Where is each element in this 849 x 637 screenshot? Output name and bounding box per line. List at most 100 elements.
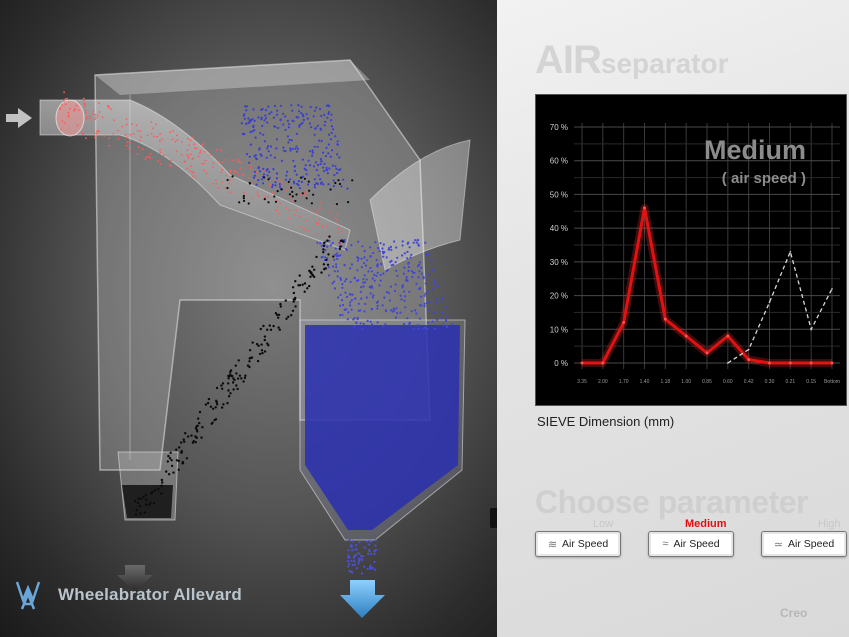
particle <box>219 149 222 152</box>
particle <box>342 240 345 243</box>
particle <box>392 307 395 310</box>
particle <box>343 263 346 267</box>
particle <box>267 150 270 153</box>
particle <box>339 243 342 246</box>
particle <box>417 327 420 330</box>
particle <box>351 179 354 182</box>
particle <box>265 169 268 172</box>
particle <box>360 257 363 260</box>
particle <box>272 116 275 119</box>
particle <box>388 299 391 302</box>
particle <box>409 256 412 259</box>
particle <box>365 278 368 281</box>
particle <box>260 116 263 119</box>
particle <box>251 182 253 185</box>
particle <box>243 117 246 120</box>
particle <box>366 319 369 322</box>
particle <box>389 285 392 288</box>
particle <box>357 562 360 565</box>
particle <box>328 235 331 238</box>
particle <box>390 309 393 312</box>
particle <box>290 104 293 107</box>
particle <box>287 217 290 219</box>
particle <box>428 302 431 305</box>
panel-divider-handle <box>490 508 498 528</box>
particle <box>180 154 183 156</box>
particle <box>370 540 373 543</box>
particle <box>125 123 128 126</box>
particle <box>150 133 153 135</box>
particle <box>330 125 334 128</box>
particle <box>379 279 382 282</box>
particle <box>259 132 262 135</box>
particle <box>329 244 332 247</box>
particle <box>91 113 94 115</box>
particle <box>360 557 363 560</box>
particle <box>334 253 337 256</box>
particle <box>373 560 376 564</box>
particle <box>229 369 233 372</box>
particle <box>251 341 254 344</box>
particle <box>349 304 352 307</box>
particle <box>278 183 281 186</box>
particle <box>198 410 202 414</box>
particle <box>61 120 64 122</box>
particle <box>262 133 265 136</box>
x-tick-label: 0.60 <box>723 379 733 385</box>
particle <box>184 432 187 435</box>
particle <box>418 317 422 320</box>
particle <box>332 179 335 182</box>
particle <box>293 182 296 185</box>
particle <box>229 179 232 181</box>
y-tick-label: 70 % <box>550 123 568 132</box>
particle <box>117 129 119 132</box>
particle <box>399 311 402 314</box>
particle <box>316 163 320 167</box>
particle <box>289 149 292 152</box>
particle <box>282 123 285 126</box>
particle <box>136 153 139 156</box>
particle <box>415 312 418 315</box>
particle <box>374 544 377 547</box>
particle <box>423 326 427 329</box>
particle <box>204 403 208 406</box>
particle <box>85 137 87 140</box>
particle <box>436 318 439 321</box>
particle <box>379 242 382 245</box>
particle <box>328 239 331 243</box>
particle <box>108 144 111 147</box>
particle <box>333 258 336 261</box>
particle <box>212 182 215 185</box>
particle <box>252 176 256 179</box>
particle <box>374 539 377 542</box>
particle <box>233 378 236 382</box>
particle <box>362 322 365 326</box>
particle <box>236 387 239 391</box>
particle <box>341 230 343 233</box>
particle <box>308 122 311 125</box>
particle <box>301 175 304 178</box>
particle <box>247 202 250 205</box>
air-speed-medium-button[interactable]: ≈ Air Speed <box>648 531 734 557</box>
particle <box>320 271 323 274</box>
particle <box>300 122 303 126</box>
particle <box>303 177 306 180</box>
particle <box>268 112 271 115</box>
particle <box>284 299 287 302</box>
particle <box>316 211 318 214</box>
particle <box>333 280 336 283</box>
particle <box>378 284 381 287</box>
air-speed-low-button[interactable]: ≋ Air Speed <box>535 531 621 557</box>
particle <box>354 297 357 300</box>
particle <box>303 167 306 170</box>
particle <box>426 327 429 330</box>
particle <box>350 244 353 247</box>
particle <box>343 280 346 283</box>
particle <box>85 111 87 114</box>
particle <box>292 159 295 162</box>
particle <box>175 448 178 451</box>
air-speed-high-button[interactable]: ≃ Air Speed <box>761 531 847 557</box>
particle <box>361 245 364 248</box>
particle <box>284 115 287 118</box>
particle <box>160 492 163 495</box>
